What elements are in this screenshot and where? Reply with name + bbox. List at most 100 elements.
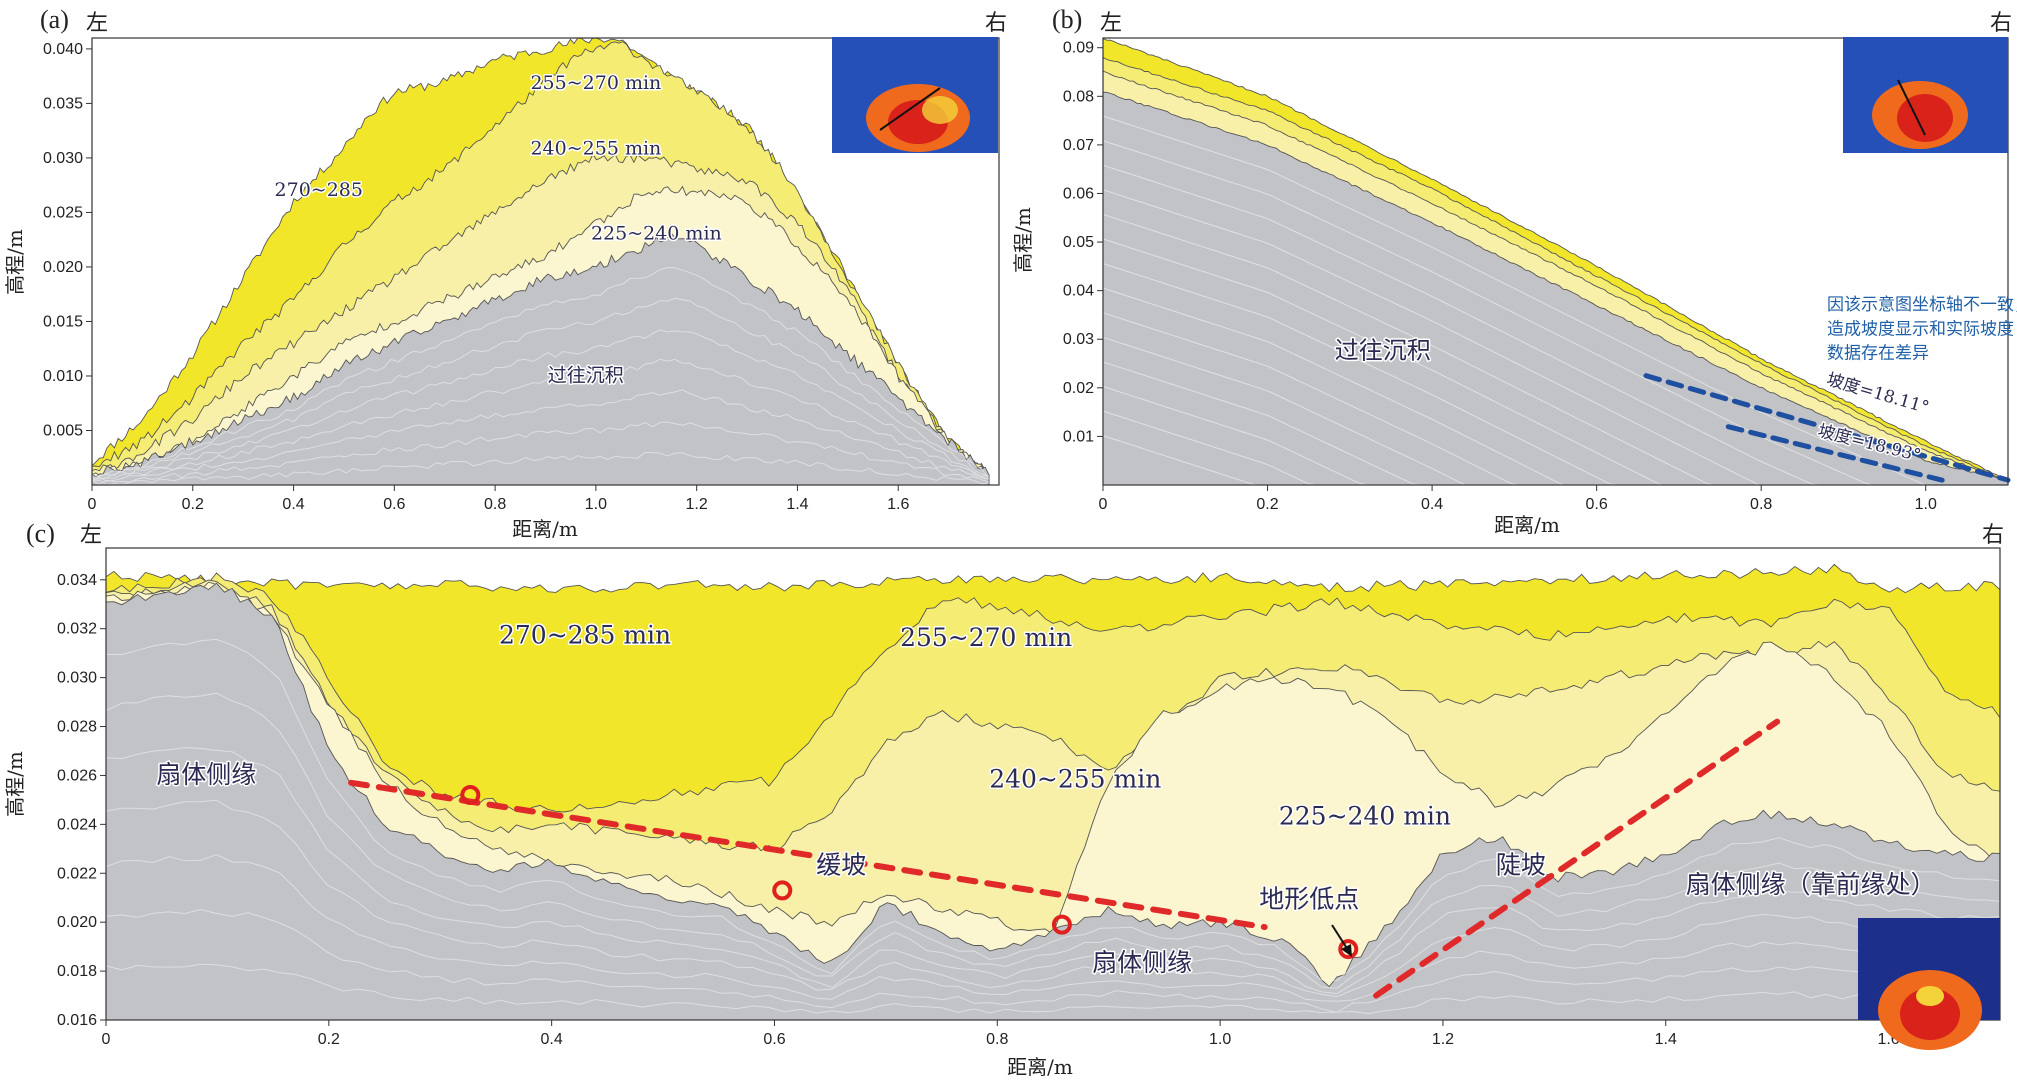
panel-b-left-label: 左 [1100,11,1122,36]
xtick-label-a-6: 1.2 [686,496,708,513]
annotation-a-2: 240~255 min [530,138,661,160]
ytick-label-c-4: 0.024 [57,816,97,833]
panel-b-inset-map [1843,37,2008,153]
annotation-c-2: 240~255 min [989,765,1161,794]
texture-line-a-1 [91,267,990,479]
xtick-label-c-4: 0.8 [986,1031,1008,1048]
xtick-label-b-0: 0 [1099,496,1108,513]
xtick-label-a-1: 0.2 [182,496,204,513]
panel-c-trend-lines [348,718,1781,999]
slope-line-1 [1725,424,1945,483]
texture-line-a-4 [91,358,990,481]
layer-a-4 [91,232,990,486]
ytick-label-a-6: 0.035 [43,95,83,112]
xtick-label-c-2: 0.4 [541,1031,563,1048]
xtick-label-b-4: 0.8 [1750,496,1772,513]
panel-c-surface-texture [105,638,2001,1015]
texture-line-a-3 [91,329,989,480]
ytick-label-c-1: 0.018 [57,963,97,980]
inset-map-a-profile-line [879,87,941,131]
panel-a-layers [91,37,990,486]
panel-a-inset-map [832,37,998,153]
xtick-label-c-3: 0.6 [763,1031,785,1048]
panel-c: 0 0.2 0.4 0.6 0.8 1.0 1.2 1.4 1.60.0160.0180.020… [3,519,2004,1079]
xtick-label-a-2: 0.4 [282,496,304,513]
annotation-c-1: 255~270 min [900,623,1072,652]
annotation-a-0: 270~285 [275,179,363,201]
low-point-arrow [1331,924,1349,951]
ytick-label-b-6: 0.07 [1063,137,1094,154]
panel-c-xlabel: 距离/m [1007,1055,1073,1079]
trend-line-0 [348,779,1268,931]
xtick-label-b-5: 1.0 [1915,496,1937,513]
ytick-label-a-5: 0.030 [43,150,83,167]
ytick-label-c-9: 0.034 [57,572,97,589]
xtick-label-a-3: 0.6 [383,496,405,513]
xtick-label-a-0: 0 [88,496,97,513]
panel-a-frame [91,37,1000,486]
low-point-marker-1 [772,880,793,901]
ytick-label-c-2: 0.020 [57,914,97,931]
annotation-b-3: 数据存在差异 [1827,344,1929,364]
panel-c-label: (c) [26,519,55,548]
ytick-label-b-2: 0.03 [1063,331,1094,348]
texture-line-a-6 [91,421,990,486]
panel-a-surface-texture [91,267,990,486]
low-point-arrowhead [1341,944,1352,957]
annotation-b-1: 因该示意图坐标轴不一致， [1827,295,2017,315]
annotation-c-5: 陡坡 [1496,850,1546,879]
ytick-label-b-1: 0.02 [1063,380,1094,397]
ytick-label-b-5: 0.06 [1063,185,1094,202]
ytick-label-b-8: 0.09 [1063,40,1094,57]
annotation-c-4: 缓坡 [816,850,866,879]
ytick-label-c-7: 0.030 [57,670,97,687]
ytick-label-b-3: 0.04 [1063,283,1094,300]
panel-c-right-label: 右 [1982,523,2004,548]
panel-c-frame [105,547,2001,1021]
xtick-label-a-8: 1.6 [887,496,909,513]
ytick-label-a-1: 0.010 [43,368,83,385]
texture-line-a-7 [91,452,989,486]
annotation-a-3: 225~240 min [591,223,722,245]
trend-line-1 [1373,718,1781,999]
inset-map-b-profile-line [1897,79,1926,136]
panel-b-frame [1102,37,2009,486]
low-point-marker-2 [1051,914,1072,935]
xtick-label-c-0: 0 [102,1031,111,1048]
texture-line-c-7 [105,963,2001,1015]
panel-c-annotations: 270~285 min 255~270 min 240~255 min 225~240… [155,619,1937,979]
texture-line-c-2 [105,692,2001,989]
layer-b-3 [1102,91,2009,486]
panel-c-ticks: 0 0.2 0.4 0.6 0.8 1.0 1.2 1.4 1.60.0160.0180.020… [57,572,1900,1048]
xtick-label-c-6: 1.2 [1432,1031,1454,1048]
panel-a-ticks: 0 0.2 0.4 0.6 0.8 1.0 1.2 1.4 1.6 0.005 0.010 0.015… [43,41,909,513]
ytick-label-a-3: 0.020 [43,259,83,276]
xtick-label-b-1: 0.2 [1256,496,1278,513]
panel-c-markers [460,785,1359,960]
annotation-c-0: 270~285 min [499,620,671,649]
texture-line-c-1 [105,638,2001,982]
inset-map-c-fan-inner [1900,988,1960,1040]
ytick-label-a-0: 0.005 [43,422,83,439]
inset-map-a-fan-edge [922,96,958,124]
texture-line-c-6 [105,908,2001,1013]
ytick-label-c-6: 0.028 [57,719,97,736]
annotation-b-2: 造成坡度显示和实际坡度 [1827,319,2014,339]
annotation-a-1: 255~270 min [530,72,661,94]
panel-c-inset-map [1858,918,2000,1050]
xtick-label-a-4: 0.8 [484,496,506,513]
panel-c-layers [105,563,2001,1021]
ytick-label-c-0: 0.016 [57,1012,97,1029]
panel-a: 0 0.2 0.4 0.6 0.8 1.0 1.2 1.4 1.6 0.005 0.010 0.015… [3,5,1007,541]
panel-c-left-label: 左 [80,523,102,548]
annotation-c-9: 地形低点 [1259,885,1359,914]
panel-a-ylabel: 高程/m [3,229,27,295]
panel-b-xlabel: 距离/m [1494,513,1560,537]
panel-b-right-label: 右 [1990,11,2012,36]
ytick-label-b-0: 0.01 [1063,428,1094,445]
inset-map-c-fan-core [1916,986,1944,1006]
ytick-label-b-7: 0.08 [1063,88,1094,105]
ytick-label-c-8: 0.032 [57,621,97,638]
xtick-label-a-5: 1.0 [585,496,607,513]
